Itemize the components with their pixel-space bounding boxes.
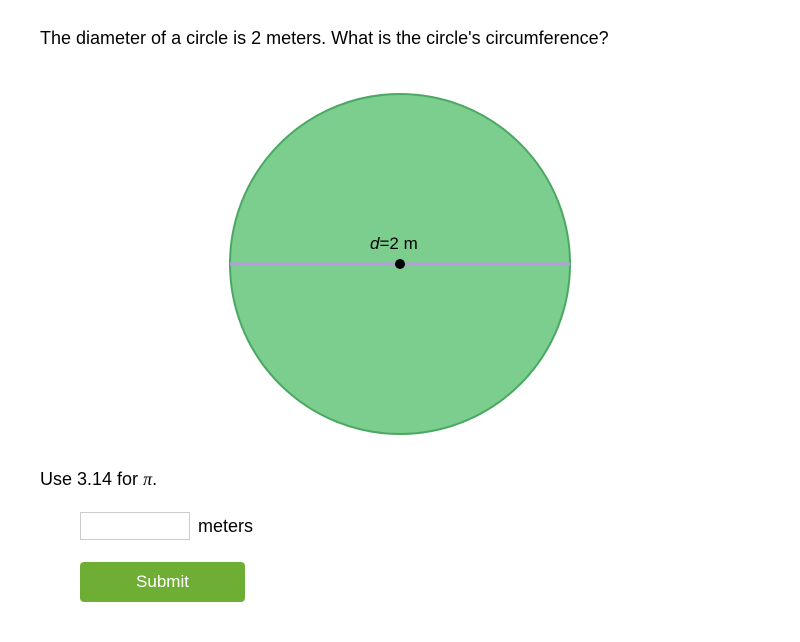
instruction-text: Use 3.14 for π. xyxy=(40,469,760,490)
answer-input[interactable] xyxy=(80,512,190,540)
circle-diagram: d=2 m xyxy=(210,79,590,439)
submit-button[interactable]: Submit xyxy=(80,562,245,602)
question-text: The diameter of a circle is 2 meters. Wh… xyxy=(40,28,760,49)
diameter-label: d=2 m xyxy=(370,234,418,253)
answer-row: meters xyxy=(80,512,760,540)
unit-label: meters xyxy=(198,516,253,537)
instruction-suffix: . xyxy=(152,469,157,489)
problem-container: The diameter of a circle is 2 meters. Wh… xyxy=(0,0,800,632)
center-dot xyxy=(395,259,405,269)
pi-symbol: π xyxy=(143,469,152,489)
instruction-prefix: Use 3.14 for xyxy=(40,469,143,489)
diagram-area: d=2 m xyxy=(40,79,760,439)
